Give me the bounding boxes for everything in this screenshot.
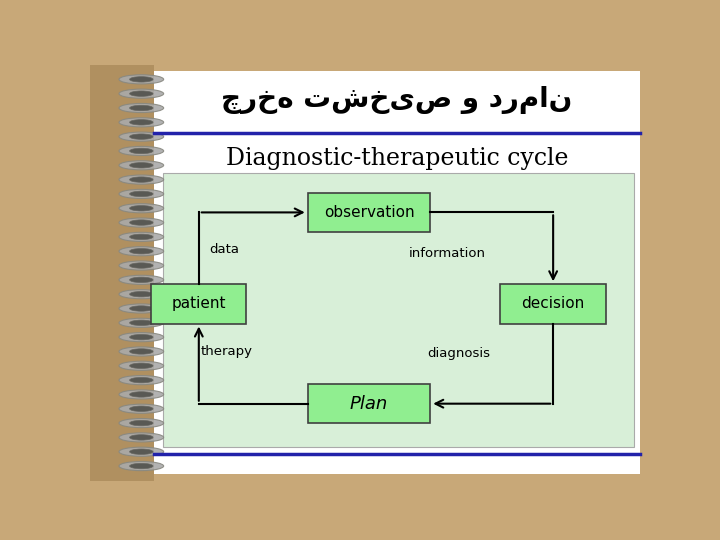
Ellipse shape: [130, 463, 153, 469]
Bar: [307, 193, 431, 232]
Ellipse shape: [119, 146, 163, 156]
Ellipse shape: [130, 306, 153, 311]
Ellipse shape: [130, 206, 153, 211]
Ellipse shape: [130, 191, 153, 197]
Ellipse shape: [130, 435, 153, 440]
Text: data: data: [209, 244, 239, 256]
Bar: [163, 173, 634, 447]
Text: information: information: [409, 247, 485, 260]
Bar: [151, 284, 246, 323]
Ellipse shape: [119, 218, 163, 227]
Text: therapy: therapy: [201, 345, 253, 358]
Ellipse shape: [119, 390, 163, 399]
Ellipse shape: [119, 190, 163, 199]
Ellipse shape: [119, 304, 163, 313]
Text: Diagnostic-therapeutic cycle: Diagnostic-therapeutic cycle: [225, 147, 568, 170]
Ellipse shape: [130, 320, 153, 326]
Ellipse shape: [119, 375, 163, 384]
Ellipse shape: [119, 104, 163, 112]
Ellipse shape: [119, 447, 163, 456]
Ellipse shape: [119, 89, 163, 98]
Ellipse shape: [130, 77, 153, 82]
Bar: [500, 284, 606, 323]
Ellipse shape: [130, 449, 153, 455]
Ellipse shape: [119, 318, 163, 327]
Ellipse shape: [119, 333, 163, 342]
Ellipse shape: [130, 349, 153, 354]
Ellipse shape: [130, 163, 153, 168]
Ellipse shape: [130, 91, 153, 96]
Ellipse shape: [119, 361, 163, 370]
Ellipse shape: [119, 404, 163, 413]
Ellipse shape: [130, 134, 153, 139]
Bar: [307, 384, 431, 423]
Ellipse shape: [119, 161, 163, 170]
Ellipse shape: [119, 462, 163, 471]
Ellipse shape: [130, 292, 153, 297]
Ellipse shape: [119, 175, 163, 184]
Ellipse shape: [119, 261, 163, 270]
Ellipse shape: [119, 204, 163, 213]
Ellipse shape: [130, 377, 153, 383]
Bar: [154, 71, 639, 474]
Ellipse shape: [130, 234, 153, 240]
Ellipse shape: [130, 120, 153, 125]
Text: decision: decision: [521, 296, 585, 312]
Ellipse shape: [119, 275, 163, 285]
Text: observation: observation: [324, 205, 414, 220]
Ellipse shape: [130, 148, 153, 154]
Text: Plan: Plan: [350, 395, 388, 413]
Ellipse shape: [130, 363, 153, 368]
Ellipse shape: [130, 220, 153, 225]
Ellipse shape: [119, 347, 163, 356]
Bar: [90, 65, 154, 481]
Text: چرخه تشخیص و درمان: چرخه تشخیص و درمان: [221, 86, 572, 114]
Ellipse shape: [130, 105, 153, 111]
Ellipse shape: [130, 277, 153, 282]
Ellipse shape: [119, 289, 163, 299]
Ellipse shape: [130, 334, 153, 340]
Ellipse shape: [119, 433, 163, 442]
Ellipse shape: [130, 177, 153, 183]
Ellipse shape: [119, 418, 163, 428]
Text: patient: patient: [171, 296, 226, 312]
Text: diagnosis: diagnosis: [427, 347, 490, 360]
Ellipse shape: [130, 406, 153, 411]
Ellipse shape: [130, 392, 153, 397]
Ellipse shape: [130, 263, 153, 268]
Ellipse shape: [130, 248, 153, 254]
Ellipse shape: [130, 420, 153, 426]
Ellipse shape: [119, 75, 163, 84]
Ellipse shape: [119, 247, 163, 256]
Ellipse shape: [119, 132, 163, 141]
Ellipse shape: [119, 232, 163, 241]
Ellipse shape: [119, 118, 163, 127]
